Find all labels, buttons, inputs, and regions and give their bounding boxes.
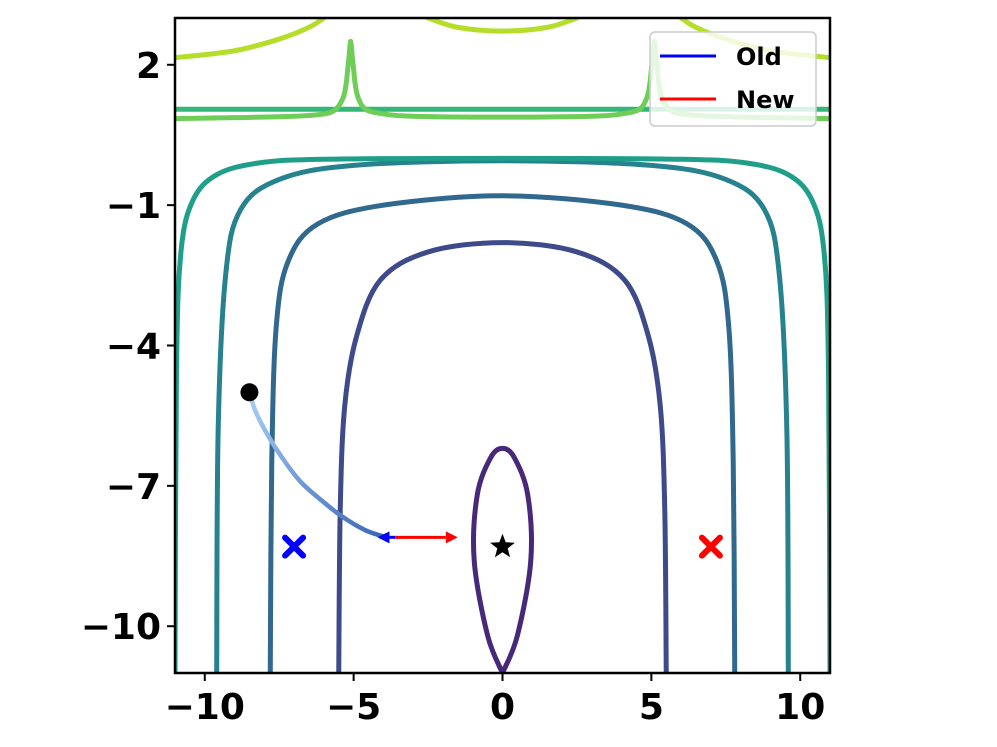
arrow-old-head	[377, 531, 390, 544]
new-x-marker-stroke-b	[698, 534, 723, 559]
x-tick-label: −10	[165, 687, 245, 728]
direction-arrows	[377, 531, 458, 544]
y-tick-label: −1	[106, 186, 161, 227]
y-axis: 2 −1 −4 −7 −10	[81, 46, 175, 648]
new-x-marker	[698, 534, 723, 559]
y-tick-label: 2	[136, 46, 161, 87]
old-x-marker-stroke-b	[282, 534, 307, 559]
contour-line	[471, 445, 534, 673]
legend-label-old: Old	[736, 43, 782, 71]
y-tick-label: −10	[81, 607, 161, 648]
y-tick-label: −4	[106, 327, 161, 368]
start-point	[240, 383, 259, 402]
x-tick-label: 5	[639, 687, 664, 728]
plot-background	[175, 18, 830, 673]
x-tick-label: 0	[490, 687, 515, 728]
x-axis: −10 −5 0 5 10	[165, 673, 825, 728]
contour-line	[267, 193, 738, 673]
old-x-marker	[282, 534, 307, 559]
optimum-star	[490, 533, 515, 558]
contour-line	[336, 240, 669, 673]
legend-label-new: New	[736, 86, 795, 114]
y-tick-label: −7	[106, 467, 161, 508]
trajectory-line	[247, 390, 389, 540]
legend: Old New	[649, 31, 817, 127]
contour-line	[425, 18, 580, 34]
x-tick-label: 10	[775, 687, 825, 728]
contour-line	[175, 155, 830, 673]
x-tick-label: −5	[326, 687, 381, 728]
trajectory-path	[247, 390, 389, 540]
contour-line	[175, 18, 327, 61]
chart-markers	[240, 383, 723, 559]
arrow-new-head	[445, 531, 458, 544]
